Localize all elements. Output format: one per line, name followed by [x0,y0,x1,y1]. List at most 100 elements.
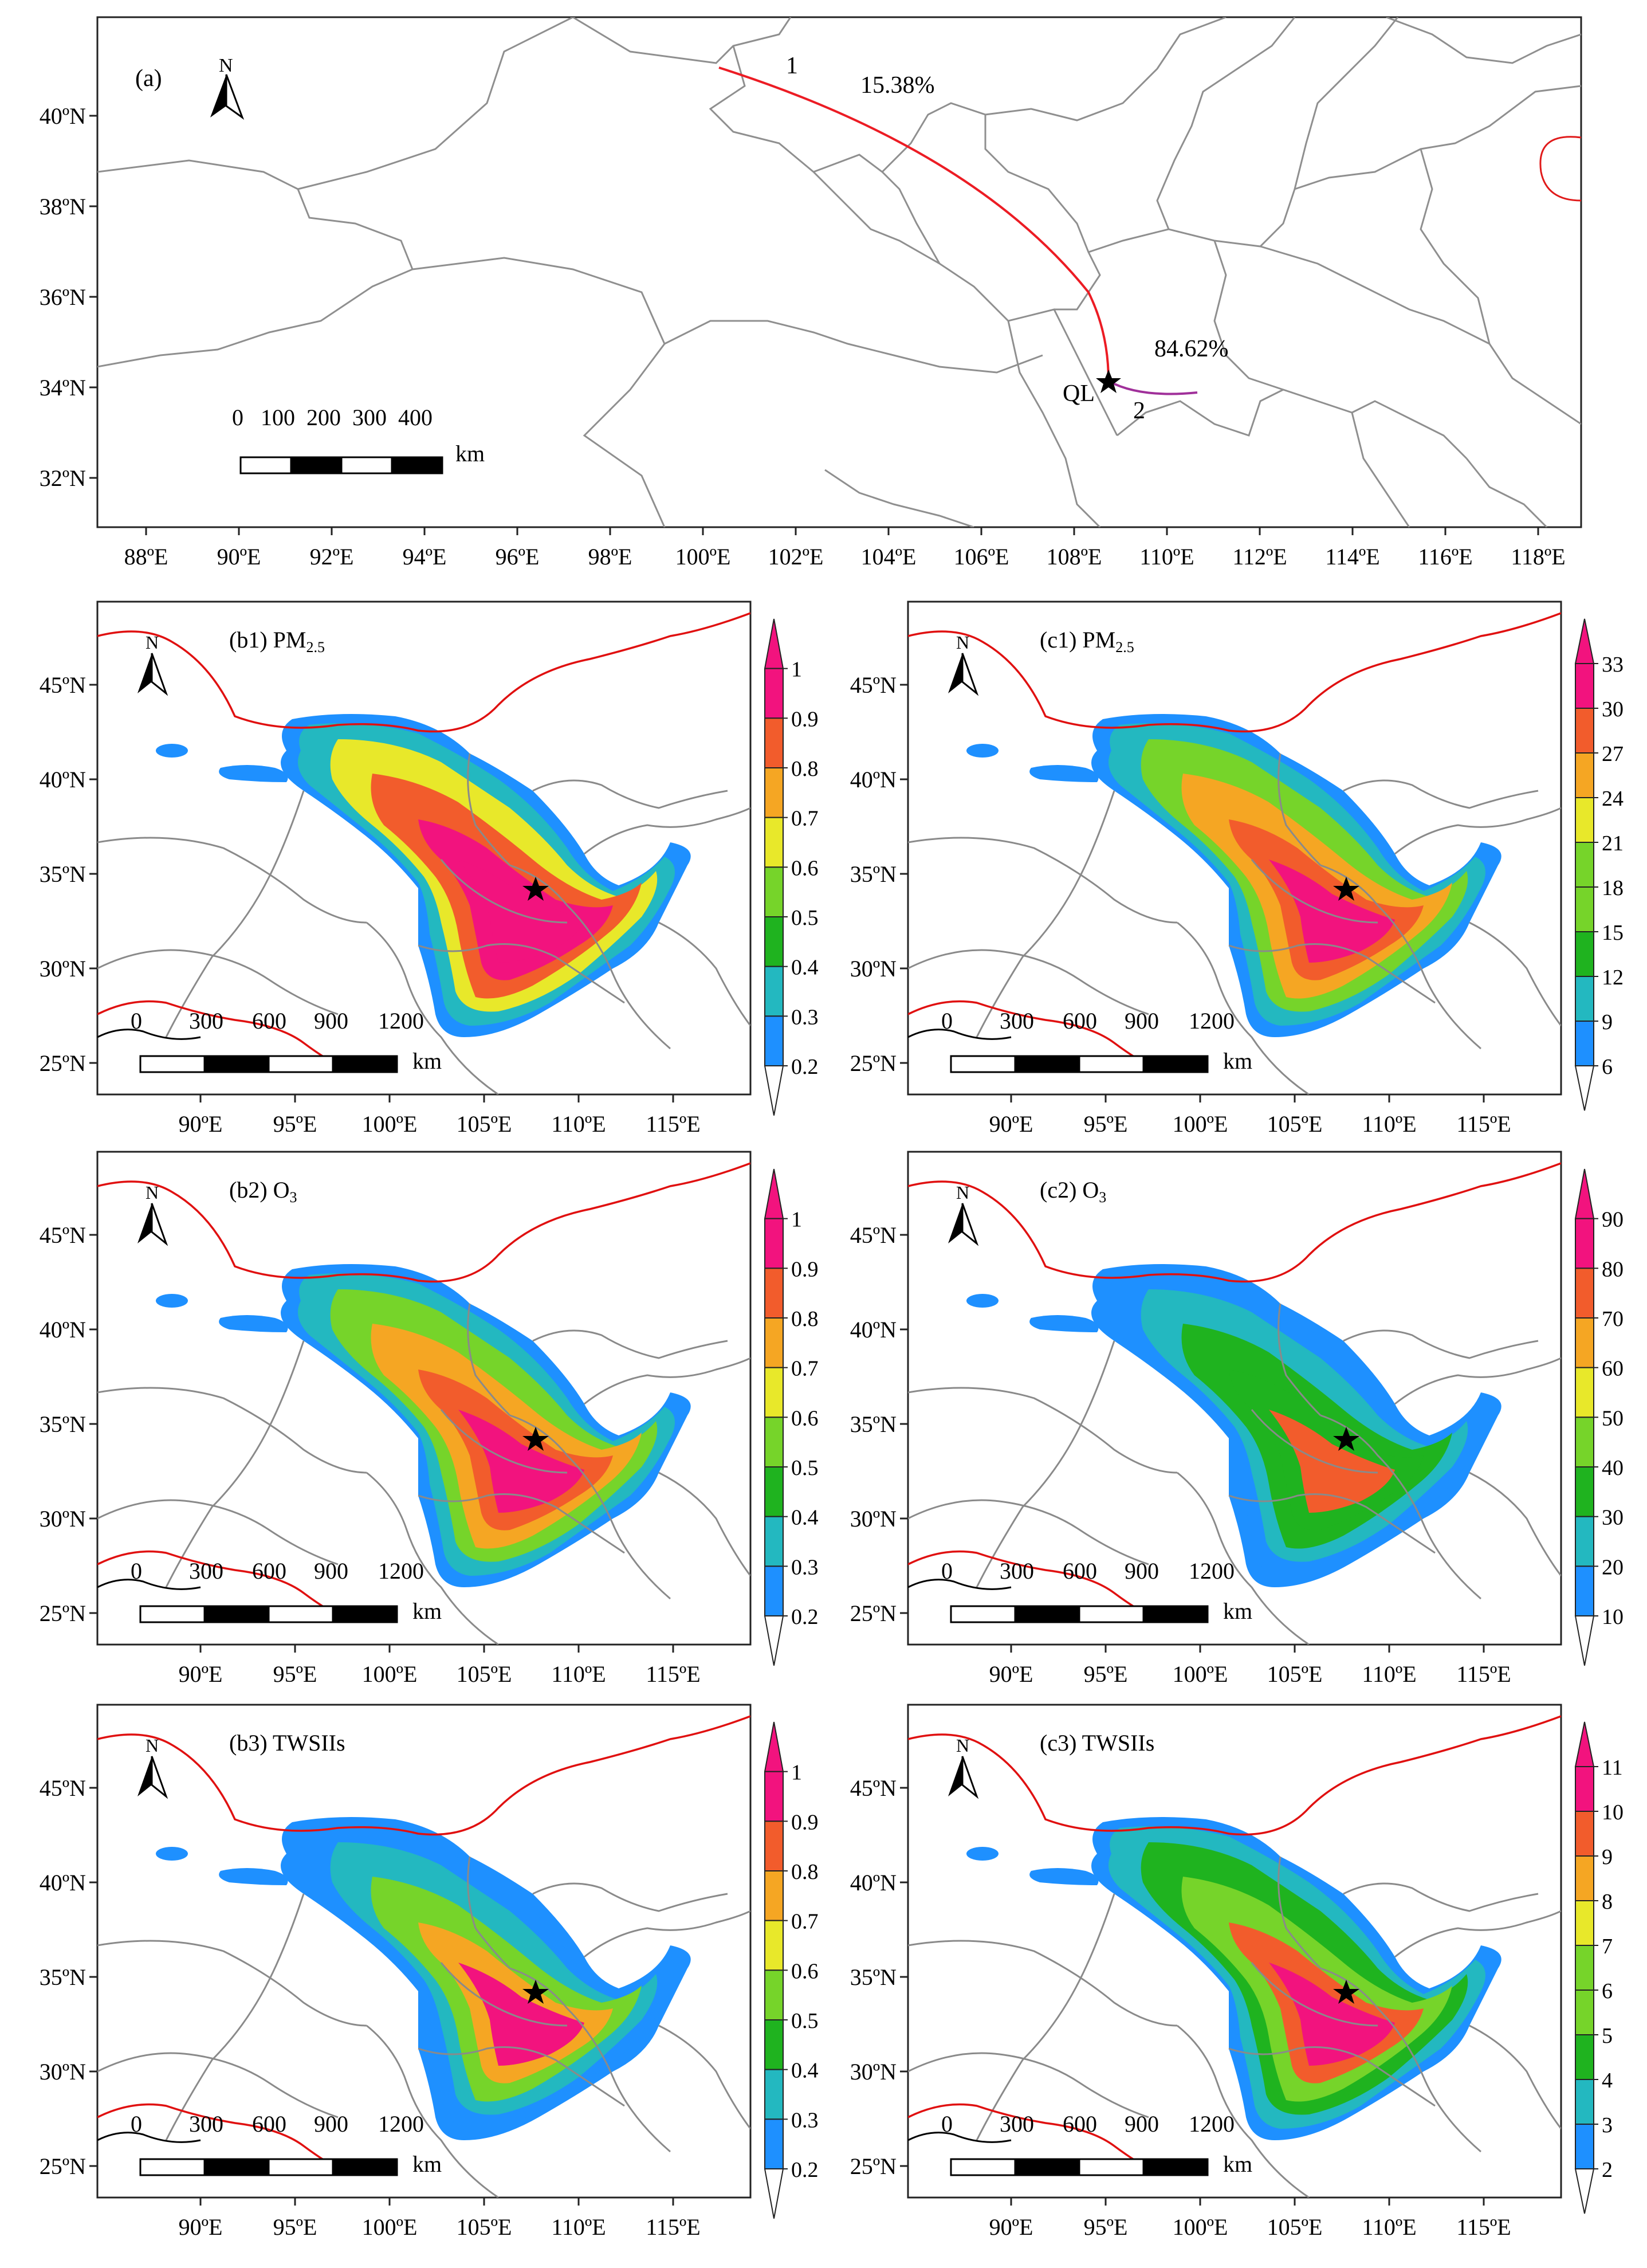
province-boundary [467,1303,511,1416]
svg-text:km: km [412,1598,442,1624]
province-boundary [1394,1357,1561,1405]
panel-b1-axes: 90ºE 95ºE 100ºE 105ºE 110ºE 115ºE 45ºN 40ºN 35ºN… [40,672,701,1137]
y-tick-label: 40ºN [850,767,897,792]
svg-text:900: 900 [314,1008,348,1034]
y-tick-label: 45ºN [850,672,897,698]
svg-text:1200: 1200 [378,1008,424,1034]
province-boundary [1343,1329,1539,1359]
y-tick-label: 25ºN [40,2153,86,2179]
x-tick-label: 110ºE [551,1111,606,1137]
province-boundary [532,1882,728,1912]
isolated-blob [966,744,999,758]
y-tick-label: 30ºN [40,2059,86,2085]
colorbar-label: 24 [1602,787,1624,811]
x-tick-label: 110ºE [551,2214,606,2240]
x-tick-label: 90ºE [989,1111,1033,1137]
svg-text:900: 900 [314,2111,348,2137]
x-tick-label: 100ºE [362,2214,418,2240]
x-tick-label: 110ºE [1362,2214,1416,2240]
colorbar-label: 0.4 [791,956,819,980]
national-border [97,1000,350,1073]
province-boundary [509,864,671,1050]
scale-bar: 0 300 600 900 1200 km [131,2111,442,2177]
national-border [908,1550,1161,1623]
coast-line [908,1029,1012,1040]
x-tick-label: 112ºE [1232,544,1287,570]
svg-text:1200: 1200 [1189,2111,1235,2137]
colorbar-label: 1 [791,1761,802,1785]
y-tick-label: 30ºN [850,956,897,982]
north-arrow-icon: N [137,632,168,696]
province-boundary [1228,943,1436,1004]
y-tick-label: 34ºN [40,375,86,401]
national-border [97,1162,750,1283]
colorbar-label: 0.8 [791,1307,819,1331]
x-tick-label: 115ºE [1456,1661,1511,1687]
trajectory-2-share: 84.62% [1154,336,1229,362]
coast-line [97,2132,201,2143]
svg-text:0: 0 [941,2111,953,2137]
svg-text:N: N [956,1735,969,1756]
province-boundary [440,859,568,924]
national-border-a [1539,136,1581,202]
province-boundary [418,2046,625,2107]
colorbar-label: 30 [1602,697,1624,721]
x-tick-label: 95ºE [273,1111,317,1137]
coast-line [908,1579,1012,1590]
svg-text:0: 0 [131,2111,142,2137]
isolated-blob [1029,1315,1099,1332]
colorbar-label: 0.9 [791,1810,819,1834]
panel-b2: (b2) O3 N 0 300 600 900 1200 km 90ºE 95ºE 100ºE 105… [40,1151,819,1687]
y-tick-label: 45ºN [40,672,86,698]
province-boundary [97,1940,367,2027]
national-border [908,1162,1561,1283]
province-boundary [467,753,511,866]
province-boundary [908,2052,1149,2118]
concentration-layer-6 [1269,1410,1395,1513]
x-tick-label: 114ºE [1325,544,1379,570]
panel-c1: (c1) PM2.5 N 0 300 600 900 1200 km 90ºE 95ºE 100ºE… [850,601,1624,1137]
colorbar-label: 6 [1602,1979,1613,2003]
scale-bar: 0 300 600 900 1200 km [131,1008,442,1074]
province-boundary [584,1910,750,1958]
x-tick-label: 110ºE [1362,1661,1416,1687]
svg-text:300: 300 [189,1558,223,1584]
panel-b1-title: (b1) PM2.5 [229,627,325,656]
y-tick-label: 35ºN [850,1411,897,1437]
isolated-blob [219,765,288,782]
x-tick-label: 100ºE [1173,2214,1228,2240]
colorbar-label: 3 [1602,2113,1613,2137]
panel-c2-axes: 90ºE 95ºE 100ºE 105ºE 110ºE 115ºE 45ºN 40ºN 35ºN… [850,1222,1511,1687]
north-arrow-icon: N [948,1182,979,1246]
province-boundary [418,1493,625,1554]
isolated-blob [219,1315,288,1332]
site-star-icon [522,1427,549,1451]
isolated-blob [966,1847,999,1861]
province-boundary [467,1856,511,1969]
province-boundary [1228,2046,1436,2107]
x-tick-label: 108ºE [1047,544,1102,570]
colorbar-label: 5 [1602,2024,1613,2048]
province-boundary [1251,1409,1378,1474]
province-boundary [1277,1856,1322,1969]
y-tick-label: 25ºN [40,1600,86,1626]
x-tick-label: 90ºE [179,1111,223,1137]
scale-bar-a: 0 100 200 300 400 km [232,405,485,474]
province-boundary [908,1499,1149,1565]
svg-text:300: 300 [1000,1008,1034,1034]
colorbar-label: 40 [1602,1456,1624,1480]
colorbar-label: 30 [1602,1506,1624,1530]
province-boundary [1277,753,1322,866]
province-boundary [1251,859,1378,924]
province-boundary [1469,921,1561,1026]
colorbar-label: 10 [1602,1605,1624,1629]
x-tick-label: 105ºE [457,1661,512,1687]
panel-a-axes: 88ºE 90ºE 92ºE 94ºE 96ºE 98ºE 100ºE 102ºE 104ºE 1… [40,103,1566,570]
province-boundary [1177,2024,1310,2198]
panel-c3-title: (c3) TWSIIs [1040,1730,1154,1756]
x-tick-label: 100ºE [1173,1111,1228,1137]
x-tick-label: 94ºE [403,544,447,570]
svg-text:km: km [1223,1598,1252,1624]
panel-a: (a) 1 15.38% 84.62% QL 2 N 0 100 200 300… [40,16,1582,570]
svg-text:N: N [146,1182,159,1203]
